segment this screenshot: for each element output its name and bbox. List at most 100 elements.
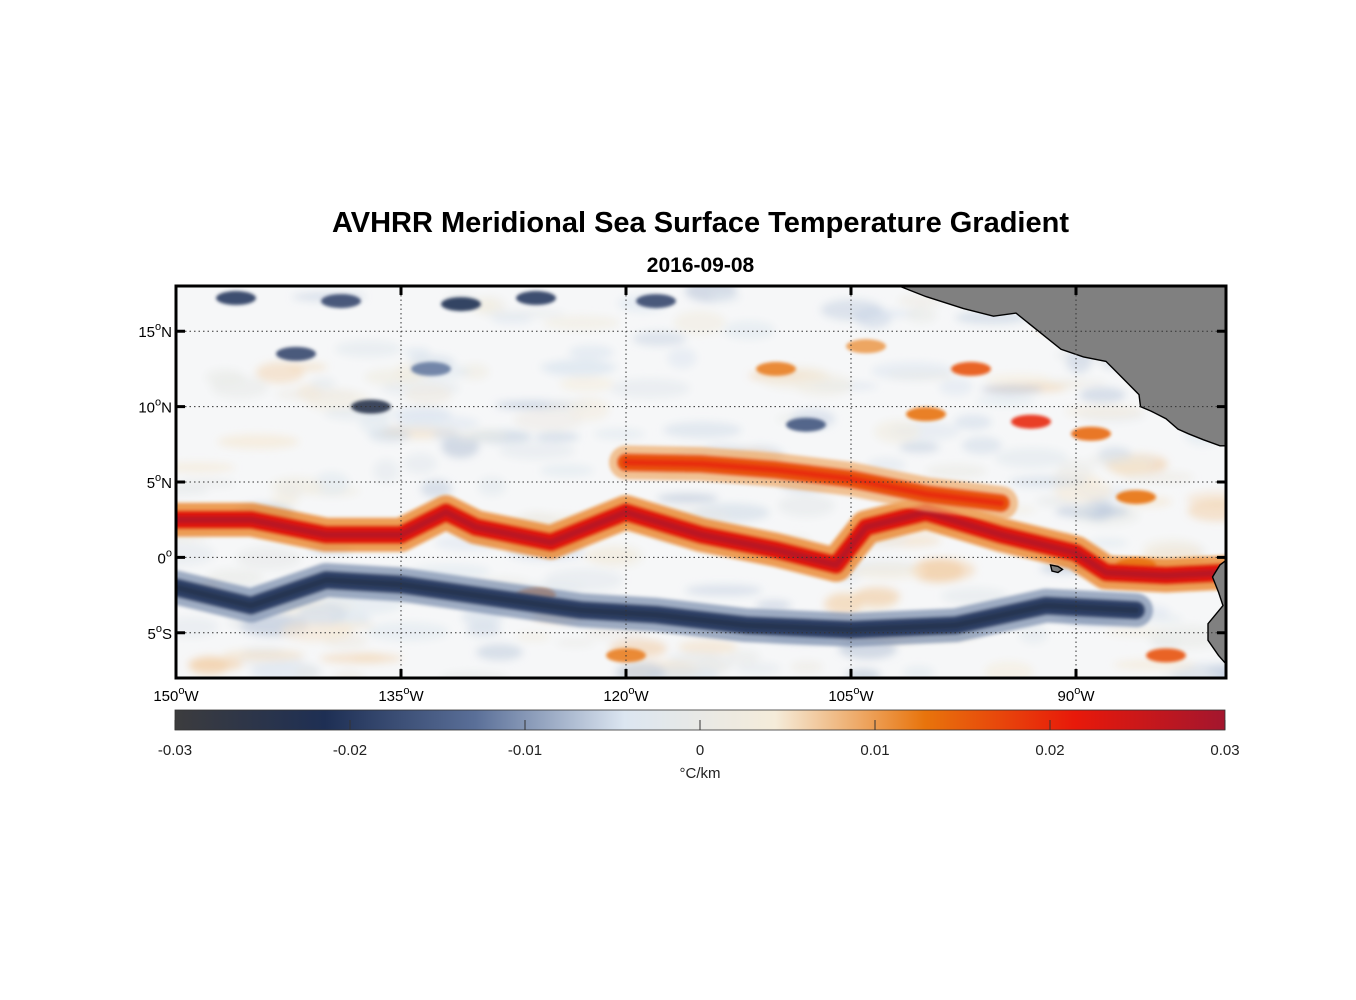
colorbar-tick-label: 0.02 [1035,742,1064,759]
texture-blob [420,479,453,498]
texture-blob [906,307,937,323]
texture-blob [755,600,792,611]
texture-blob [275,388,358,401]
x-tick-label: 105oW [828,685,874,705]
feature-blob [1071,426,1111,441]
texture-blob [674,310,726,335]
central-america-land [898,286,1226,447]
texture-blob [440,671,508,678]
colorbar-tick-label: -0.01 [508,742,542,759]
texture-blob [250,661,321,678]
texture-blob [610,378,690,399]
texture-blob [615,662,666,678]
texture-blob [540,464,594,477]
colorbar-unit-label: °C/km [680,765,721,782]
texture-blob [593,428,645,440]
feature-blob [846,339,886,354]
texture-blob [902,666,935,678]
texture-blob [1079,387,1126,403]
texture-blob [176,616,219,638]
texture-blob [335,340,402,358]
texture-blob [432,429,459,441]
texture-blob [710,291,741,303]
texture-blob [460,363,489,380]
texture-blob [176,462,236,473]
texture-blob [726,649,761,666]
texture-blob [871,361,955,381]
texture-blob [236,546,301,571]
feature-blob [276,346,316,361]
texture-blob [568,345,614,360]
feature-blob [1146,648,1186,663]
texture-blob [334,670,364,678]
texture-blob [543,315,620,331]
texture-blob [1143,539,1201,559]
feature-blob [216,291,256,306]
x-tick-label: 90oW [1058,685,1096,705]
galapagos-land [1049,563,1064,574]
texture-blob [404,347,431,358]
x-tick-label: 150oW [153,685,199,705]
texture-blob [823,592,863,616]
texture-blob [373,459,399,483]
texture-blob [222,649,305,661]
texture-blob [588,545,644,568]
feature-blob [636,294,676,309]
colorbar-tick-label: -0.02 [333,742,367,759]
x-tick-label: 120oW [603,685,649,705]
feature-northern-warm-band [609,445,1018,521]
texture-blob [313,472,350,496]
texture-blob [205,369,245,386]
feature-peak [622,458,1005,507]
texture-blob [1019,625,1048,644]
texture-blob [1089,538,1129,548]
texture-blob [1147,625,1226,649]
texture-blob [1064,404,1144,419]
texture-blob [723,320,775,340]
y-tick-label: 5oN [147,472,172,492]
texture-blob [911,558,964,583]
feature-blob [1011,414,1051,429]
texture-blob [269,477,325,495]
texture-blob [364,368,419,386]
y-tick-label: 5oS [148,623,172,643]
texture-blob [403,453,437,474]
texture-blob [176,484,209,496]
texture-blob [854,586,901,607]
texture-blob [217,434,299,449]
texture-blob [255,362,305,384]
texture-blob [984,661,1034,678]
texture-blob [515,632,551,642]
texture-blob [685,584,762,597]
texture-blob [778,494,835,517]
colorbar-tick-label: -0.03 [158,742,192,759]
texture-blob [365,622,449,641]
texture-blob [954,414,992,430]
feature-southern-cold-band [176,563,1153,647]
texture-blob [845,668,881,678]
texture-blob [939,378,973,396]
texture-blob [1145,614,1183,623]
feature-peak [176,508,1226,579]
texture-blob [297,602,347,626]
feature-blob [1116,490,1156,505]
texture-blob [477,477,506,496]
texture-blob [559,376,615,392]
colorbar-tick-label: 0 [696,742,704,759]
texture-blob [820,299,883,321]
texture-blob [176,542,215,567]
texture-blob [539,361,618,373]
texture-blob [678,639,738,655]
colorbar: -0.03 -0.02 -0.01 0 0.01 0.02 0.03 °C/km [158,709,1240,782]
texture-blob [632,331,687,347]
feature-blob [906,407,946,422]
texture-blob [270,493,299,508]
texture-blob [735,662,781,675]
texture-blob [310,377,336,390]
texture-blob [187,657,244,672]
texture-blob [1187,499,1226,522]
feature-blob [411,361,451,376]
feature-blob [321,294,361,309]
colorbar-tick-label: 0.01 [860,742,889,759]
texture-blob [556,638,595,647]
